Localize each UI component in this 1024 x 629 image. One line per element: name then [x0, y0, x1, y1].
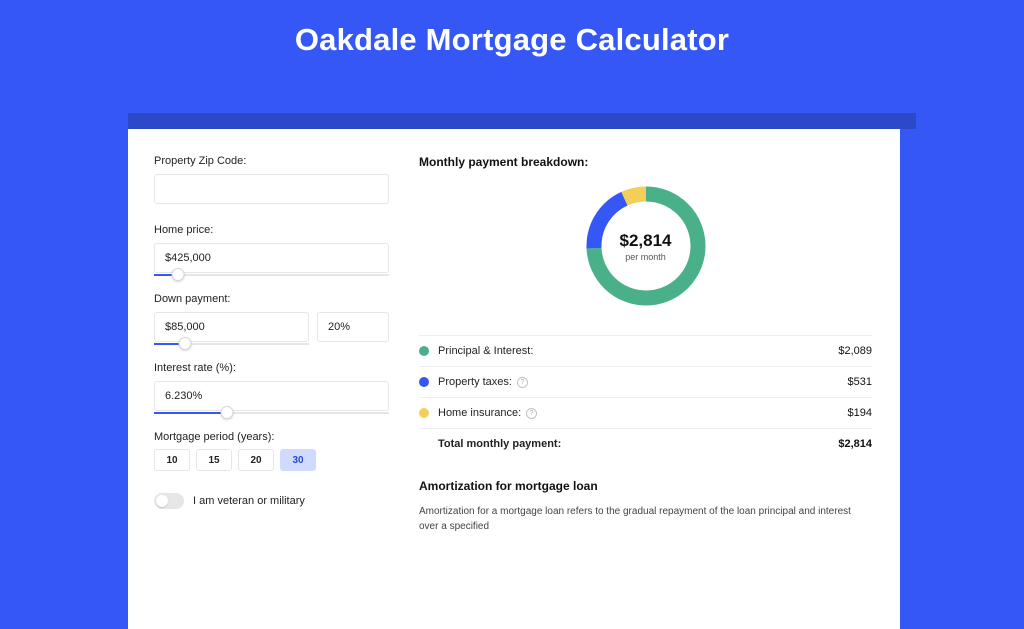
legend-amount: $531 — [848, 376, 872, 388]
home-price-slider[interactable] — [154, 272, 389, 278]
veteran-toggle[interactable] — [154, 493, 184, 509]
donut-center-value: $2,814 — [620, 231, 672, 251]
info-icon[interactable]: ? — [526, 408, 537, 419]
breakdown-panel: Monthly payment breakdown: $2,814 per mo… — [413, 155, 900, 629]
veteran-label: I am veteran or military — [193, 495, 305, 507]
interest-rate-slider[interactable] — [154, 410, 389, 416]
zip-input[interactable] — [154, 174, 389, 204]
legend-total-amount: $2,814 — [838, 438, 872, 450]
legend-total-label: Total monthly payment: — [438, 438, 838, 450]
field-veteran: I am veteran or military — [154, 493, 389, 509]
legend: Principal & Interest: $2,089 Property taxe… — [419, 335, 872, 459]
down-payment-label: Down payment: — [154, 293, 389, 305]
home-price-input[interactable] — [154, 243, 389, 273]
field-interest-rate: Interest rate (%): — [154, 362, 389, 416]
legend-row: Property taxes:? $531 — [419, 367, 872, 398]
zip-label: Property Zip Code: — [154, 155, 389, 167]
amortization-title: Amortization for mortgage loan — [419, 479, 872, 493]
legend-dot — [419, 346, 429, 356]
legend-dot — [419, 408, 429, 418]
form-panel: Property Zip Code: Home price: Down paym… — [128, 155, 413, 629]
slider-thumb[interactable] — [179, 337, 192, 350]
mortgage-period-label: Mortgage period (years): — [154, 431, 389, 443]
legend-label: Principal & Interest: — [438, 345, 533, 357]
period-option-30[interactable]: 30 — [280, 449, 316, 471]
down-payment-input[interactable] — [154, 312, 309, 342]
legend-amount: $194 — [848, 407, 872, 419]
legend-label: Home insurance: — [438, 407, 521, 419]
slider-thumb[interactable] — [220, 406, 233, 419]
breakdown-title: Monthly payment breakdown: — [419, 155, 872, 169]
down-payment-slider[interactable] — [154, 341, 309, 347]
info-icon[interactable]: ? — [517, 377, 528, 388]
amortization-body: Amortization for a mortgage loan refers … — [419, 505, 872, 534]
period-option-15[interactable]: 15 — [196, 449, 232, 471]
interest-rate-label: Interest rate (%): — [154, 362, 389, 374]
field-zip: Property Zip Code: — [154, 155, 389, 204]
calculator-card: Property Zip Code: Home price: Down paym… — [128, 129, 900, 629]
legend-amount: $2,089 — [838, 345, 872, 357]
field-mortgage-period: Mortgage period (years): 10 15 20 30 — [154, 431, 389, 471]
legend-total-row: Total monthly payment:$2,814 — [419, 429, 872, 459]
slider-thumb[interactable] — [171, 268, 184, 281]
legend-label: Property taxes: — [438, 376, 512, 388]
legend-dot — [419, 377, 429, 387]
home-price-label: Home price: — [154, 224, 389, 236]
field-home-price: Home price: — [154, 224, 389, 278]
legend-row: Principal & Interest: $2,089 — [419, 336, 872, 367]
period-option-20[interactable]: 20 — [238, 449, 274, 471]
amortization-section: Amortization for mortgage loan Amortizat… — [419, 479, 872, 534]
interest-rate-input[interactable] — [154, 381, 389, 411]
donut-chart: $2,814 per month — [419, 173, 872, 319]
page-title: Oakdale Mortgage Calculator — [0, 0, 1024, 86]
down-payment-pct-input[interactable] — [317, 312, 389, 342]
period-option-10[interactable]: 10 — [154, 449, 190, 471]
legend-row: Home insurance:? $194 — [419, 398, 872, 429]
donut-center-sub: per month — [625, 252, 666, 262]
field-down-payment: Down payment: — [154, 293, 389, 347]
card-shadow — [128, 113, 916, 129]
